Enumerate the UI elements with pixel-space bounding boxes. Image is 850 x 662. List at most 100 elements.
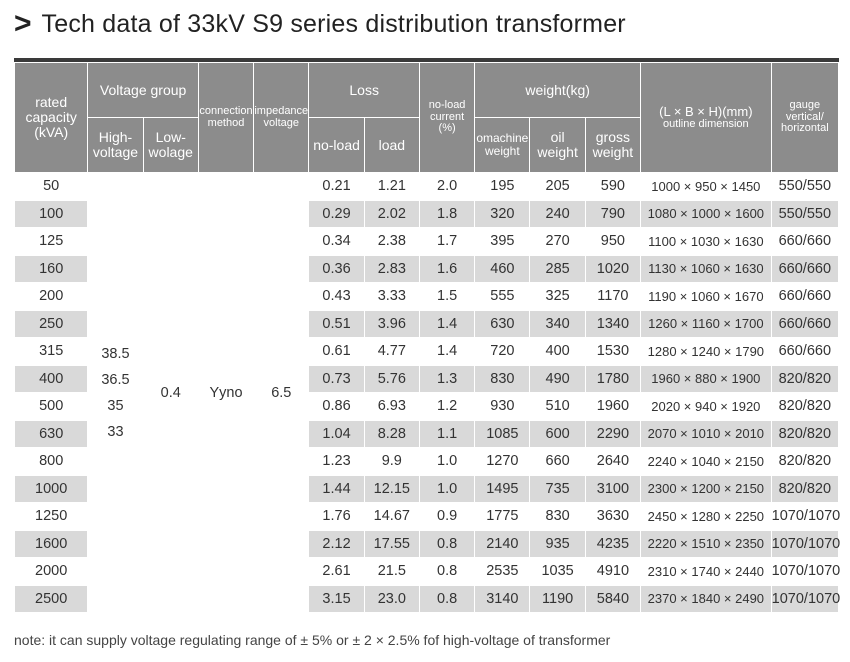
table-row: 315 0.61 4.77 1.4 720 400 1530 1280 × 1240 × 17… [13, 337, 840, 366]
chevron-right-icon: > [14, 7, 32, 40]
cell-no-load-loss: 0.61 [308, 337, 365, 366]
cell-gauge: 660/660 [770, 309, 840, 338]
cell-rated-capacity: 200 [13, 282, 89, 311]
cell-gross-weight: 2640 [584, 447, 642, 476]
cell-no-load-loss: 2.12 [308, 529, 365, 558]
cell-oil-weight: 735 [529, 474, 586, 503]
table-row: 1250 1.76 14.67 0.9 1775 830 3630 2450 × 1280 ×… [13, 502, 840, 531]
cell-machine-weight: 1495 [474, 474, 531, 503]
cell-no-load-loss: 0.29 [308, 199, 365, 228]
cell-load-loss: 2.02 [363, 199, 420, 228]
cell-load-loss: 21.5 [363, 557, 420, 586]
header-gauge: gauge vertical/ horizontal [770, 62, 840, 173]
cell-no-load-loss: 1.04 [308, 419, 365, 448]
cell-noload-current: 1.0 [418, 447, 476, 476]
cell-gauge: 1070/1070 [770, 584, 840, 613]
cell-no-load-loss: 2.61 [308, 557, 365, 586]
cell-rated-capacity: 1000 [13, 474, 89, 503]
cell-oil-weight: 240 [529, 199, 586, 228]
cell-outline-dimension: 1080 × 1000 × 1600 [640, 199, 772, 228]
cell-noload-current: 0.9 [418, 502, 476, 531]
cell-outline-dimension: 1000 × 950 × 1450 [640, 172, 772, 201]
cell-load-loss: 4.77 [363, 337, 420, 366]
cell-oil-weight: 830 [529, 502, 586, 531]
cell-rated-capacity: 250 [13, 309, 89, 338]
cell-noload-current: 2.0 [418, 172, 476, 201]
cell-low-voltage-merged: 0.4 [142, 172, 199, 613]
cell-gauge: 1070/1070 [770, 557, 840, 586]
header-connection-method: connection method [197, 62, 255, 173]
cell-outline-dimension: 1100 × 1030 × 1630 [640, 227, 772, 256]
cell-rated-capacity: 500 [13, 392, 89, 421]
cell-rated-capacity: 1250 [13, 502, 89, 531]
cell-oil-weight: 285 [529, 254, 586, 283]
cell-no-load-loss: 1.44 [308, 474, 365, 503]
cell-no-load-loss: 0.43 [308, 282, 365, 311]
table-row: 2500 3.15 23.0 0.8 3140 1190 5840 2370 × 1840 ×… [13, 584, 840, 613]
cell-oil-weight: 400 [529, 337, 586, 366]
header-oil-weight: oil weight [529, 117, 586, 173]
cell-gross-weight: 2290 [584, 419, 642, 448]
header-voltage-group: Voltage group [87, 62, 199, 118]
cell-outline-dimension: 1130 × 1060 × 1630 [640, 254, 772, 283]
header-machine-weight: omachine weight [474, 117, 531, 173]
cell-no-load-loss: 3.15 [308, 584, 365, 613]
cell-no-load-loss: 1.23 [308, 447, 365, 476]
header-outline-sub: outline dimension [663, 117, 749, 130]
cell-gauge: 660/660 [770, 282, 840, 311]
table-row: 125 0.34 2.38 1.7 395 270 950 1100 × 1030 × 163… [13, 227, 840, 256]
header-high-voltage: High-voltage [87, 117, 144, 173]
cell-noload-current: 1.2 [418, 392, 476, 421]
cell-machine-weight: 2535 [474, 557, 531, 586]
cell-gross-weight: 1170 [584, 282, 642, 311]
cell-load-loss: 9.9 [363, 447, 420, 476]
cell-gross-weight: 790 [584, 199, 642, 228]
cell-connection-merged: Yyno [197, 172, 255, 613]
header-no-load-loss: no-load [308, 117, 365, 173]
cell-load-loss: 23.0 [363, 584, 420, 613]
cell-outline-dimension: 1190 × 1060 × 1670 [640, 282, 772, 311]
cell-outline-dimension: 2310 × 1740 × 2440 [640, 557, 772, 586]
cell-machine-weight: 320 [474, 199, 531, 228]
cell-machine-weight: 2140 [474, 529, 531, 558]
cell-machine-weight: 630 [474, 309, 531, 338]
cell-load-loss: 6.93 [363, 392, 420, 421]
cell-gross-weight: 3100 [584, 474, 642, 503]
cell-oil-weight: 270 [529, 227, 586, 256]
cell-load-loss: 8.28 [363, 419, 420, 448]
table-row: 50 38.5 36.5 35 33 0.4 Yyno 6.5 0.21 1.21 2.0 195 20… [13, 172, 840, 613]
header-low-voltage: Low-wolage [142, 117, 199, 173]
cell-gross-weight: 1340 [584, 309, 642, 338]
cell-outline-dimension: 1260 × 1160 × 1700 [640, 309, 772, 338]
cell-rated-capacity: 630 [13, 419, 89, 448]
cell-machine-weight: 555 [474, 282, 531, 311]
cell-gross-weight: 3630 [584, 502, 642, 531]
cell-rated-capacity: 160 [13, 254, 89, 283]
cell-gauge: 1070/1070 [770, 529, 840, 558]
cell-no-load-loss: 0.34 [308, 227, 365, 256]
cell-outline-dimension: 2020 × 940 × 1920 [640, 392, 772, 421]
cell-load-loss: 2.83 [363, 254, 420, 283]
cell-outline-dimension: 2370 × 1840 × 2490 [640, 584, 772, 613]
cell-impedance-merged: 6.5 [253, 172, 310, 613]
table-row: 800 1.23 9.9 1.0 1270 660 2640 2240 × 1040 × 21… [13, 447, 840, 476]
table-row: 400 0.73 5.76 1.3 830 490 1780 1960 × 880 × 190… [13, 364, 840, 393]
table-body: 50 38.5 36.5 35 33 0.4 Yyno 6.5 0.21 1.21 2.0 195 20… [13, 172, 840, 613]
cell-outline-dimension: 1960 × 880 × 1900 [640, 364, 772, 393]
cell-machine-weight: 195 [474, 172, 531, 201]
cell-gross-weight: 4910 [584, 557, 642, 586]
cell-rated-capacity: 50 [13, 172, 89, 201]
cell-noload-current: 1.8 [418, 199, 476, 228]
cell-load-loss: 14.67 [363, 502, 420, 531]
cell-oil-weight: 660 [529, 447, 586, 476]
cell-no-load-loss: 0.51 [308, 309, 365, 338]
cell-noload-current: 1.4 [418, 337, 476, 366]
header-outline-formula: (L × B × H)(mm) [659, 103, 753, 119]
cell-noload-current: 1.0 [418, 474, 476, 503]
header-gross-weight: gross weight [584, 117, 642, 173]
cell-no-load-loss: 0.73 [308, 364, 365, 393]
cell-noload-current: 0.8 [418, 584, 476, 613]
cell-noload-current: 0.8 [418, 529, 476, 558]
cell-load-loss: 5.76 [363, 364, 420, 393]
cell-machine-weight: 395 [474, 227, 531, 256]
